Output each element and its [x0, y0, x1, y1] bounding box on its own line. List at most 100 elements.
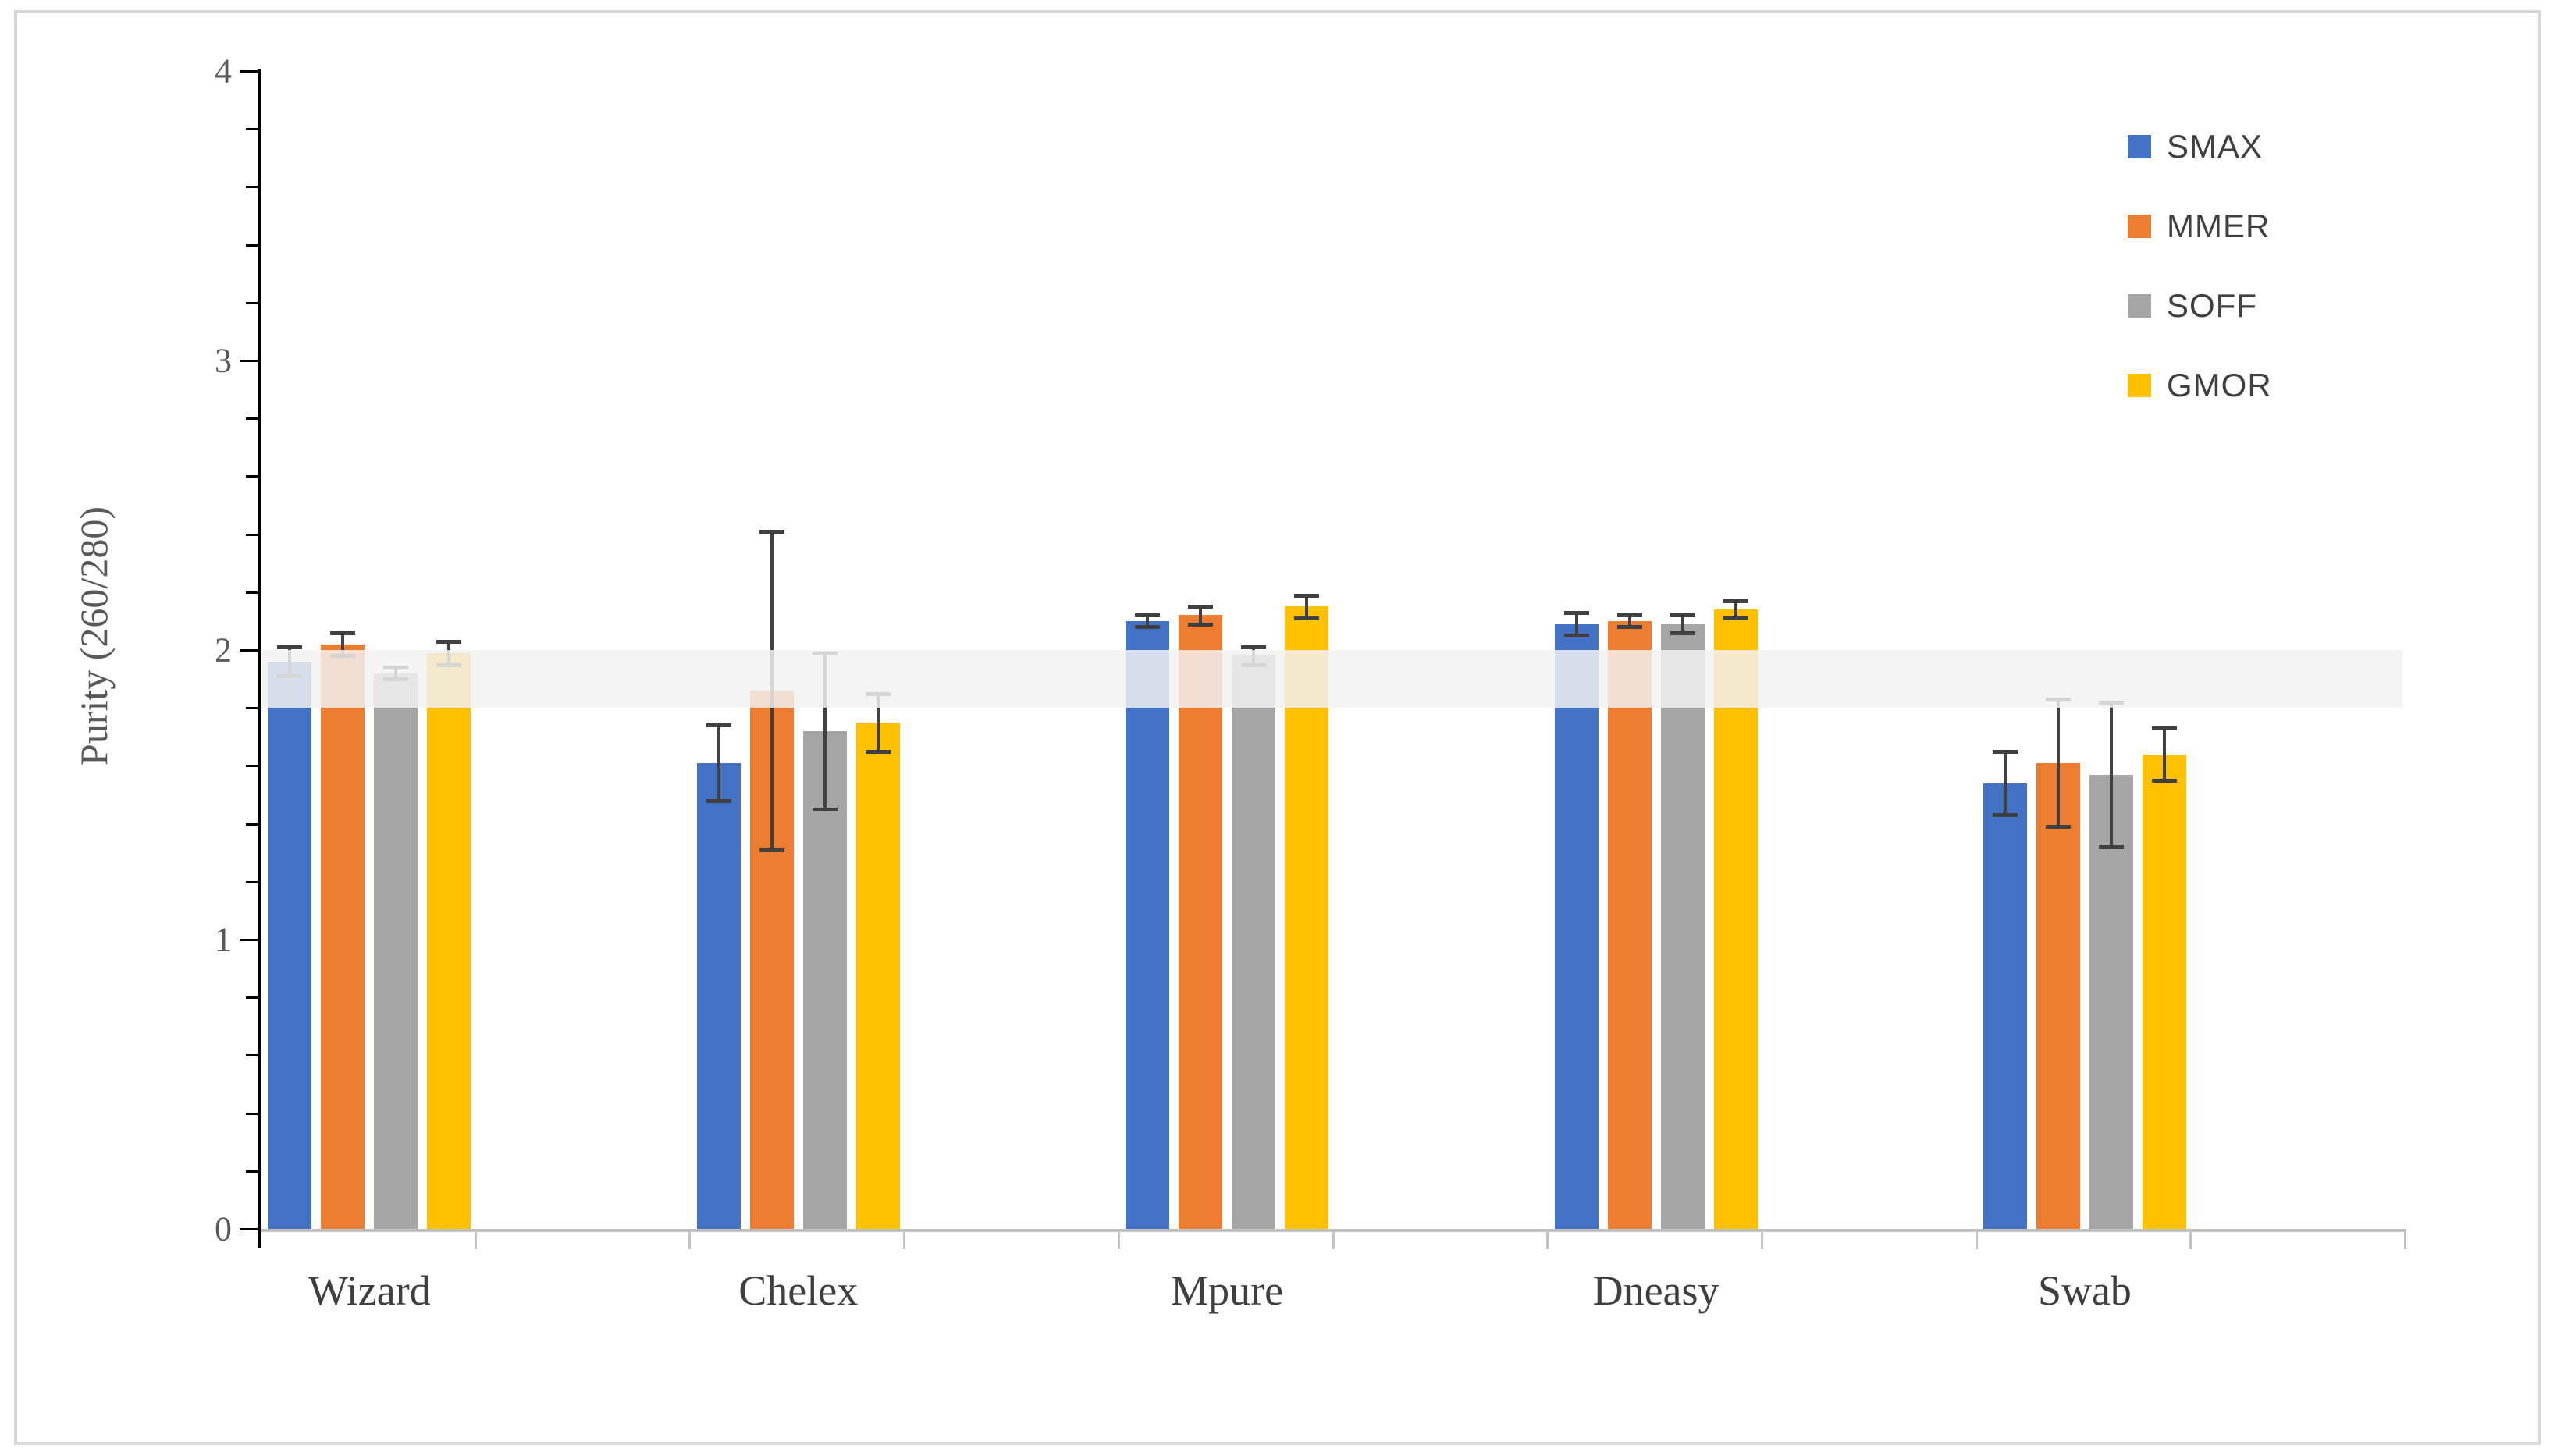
legend-swatch-soff: [2128, 294, 2151, 318]
y-major-tick: [240, 1228, 258, 1230]
error-bar-cap-top: [1294, 593, 1320, 598]
y-minor-tick: [246, 591, 258, 594]
bar-smax-chelex: [696, 762, 741, 1229]
y-minor-tick: [246, 880, 258, 883]
y-major-tick: [240, 649, 258, 652]
error-bar-cap-top: [277, 645, 303, 650]
legend-swatch-smax: [2128, 135, 2151, 158]
y-minor-tick: [246, 186, 258, 189]
y-major-tick: [240, 70, 258, 73]
y-tick-label: 0: [215, 1209, 232, 1248]
error-bar-cap-bottom: [1294, 616, 1320, 621]
bar-soff-swab: [2089, 774, 2133, 1229]
x-axis-tick: [474, 1229, 477, 1249]
error-bar-cap-bottom: [1723, 616, 1748, 621]
error-bar-cap-bottom: [865, 749, 891, 754]
category-label: Swab: [2037, 1267, 2132, 1314]
error-bar-cap-top: [1241, 645, 1267, 650]
y-tick-label: 1: [215, 920, 232, 959]
legend-item-soff: SOFF: [2128, 287, 2257, 325]
legend-label: MMER: [2167, 208, 2271, 244]
y-tick-label: 4: [215, 51, 232, 91]
y-minor-tick: [246, 822, 258, 826]
error-bar-line: [2003, 751, 2007, 815]
bar-smax-wizard: [268, 661, 312, 1229]
error-bar-cap-bottom: [2045, 825, 2071, 829]
error-bar-cap-bottom: [2151, 778, 2177, 783]
y-major-tick: [240, 939, 258, 941]
legend-label: SOFF: [2167, 287, 2257, 324]
bar-smax-mpure: [1126, 620, 1170, 1229]
category-label: Wizard: [308, 1267, 431, 1314]
y-minor-tick: [246, 1112, 258, 1115]
error-bar-line: [341, 632, 345, 656]
bar-gmor-swab: [2142, 754, 2186, 1229]
bar-mmer-swab: [2036, 762, 2080, 1229]
bar-mmer-wizard: [321, 644, 365, 1229]
category-label: Mpure: [1171, 1267, 1284, 1314]
error-bar-line: [1305, 595, 1309, 619]
error-bar-line: [2109, 701, 2113, 847]
bar-gmor-dneasy: [1713, 609, 1758, 1229]
bar-gmor-chelex: [855, 722, 900, 1229]
error-bar-line: [823, 652, 827, 810]
error-bar-line: [1734, 600, 1737, 619]
x-axis-tick: [2404, 1229, 2406, 1249]
error-bar-line: [717, 725, 720, 801]
x-axis-tick: [2189, 1229, 2192, 1249]
error-bar-cap-top: [1563, 610, 1589, 615]
bar-mmer-dneasy: [1607, 620, 1652, 1229]
bar-gmor-wizard: [427, 652, 471, 1229]
error-bar-cap-top: [330, 630, 356, 635]
error-bar-line: [1574, 612, 1578, 636]
error-bar-line: [1680, 615, 1684, 633]
error-bar-line: [1627, 615, 1631, 627]
error-bar-cap-top: [2151, 726, 2177, 731]
legend-swatch-mmer: [2128, 215, 2151, 238]
x-axis-tick: [1117, 1229, 1120, 1249]
error-bar-cap-top: [1616, 613, 1642, 618]
error-bar-line: [1199, 606, 1203, 624]
error-bar-cap-top: [1670, 613, 1695, 618]
error-bar-cap-top: [1188, 605, 1214, 609]
bar-smax-swab: [1983, 783, 2027, 1229]
legend-item-smax: SMAX: [2128, 128, 2263, 165]
x-axis-tick: [688, 1229, 692, 1249]
error-bar-cap-bottom: [1563, 634, 1589, 638]
y-minor-tick: [246, 1054, 258, 1057]
y-minor-tick: [246, 765, 258, 768]
x-axis-tick: [1546, 1229, 1549, 1249]
y-minor-tick: [246, 417, 258, 421]
y-axis-line: [258, 69, 261, 1248]
legend-label: SMAX: [2167, 128, 2264, 165]
y-minor-tick: [246, 475, 258, 478]
error-bar-cap-top: [1135, 613, 1161, 618]
category-label: Chelex: [738, 1267, 859, 1314]
y-minor-tick: [246, 996, 258, 1000]
y-minor-tick: [246, 707, 258, 710]
error-bar-line: [2056, 699, 2060, 827]
error-bar-cap-bottom: [759, 847, 784, 852]
y-tick-label: 2: [215, 630, 232, 669]
error-bar-cap-bottom: [812, 808, 838, 812]
error-bar-cap-bottom: [1992, 813, 2018, 818]
error-bar-cap-top: [1992, 749, 2018, 754]
y-minor-tick: [246, 1170, 258, 1173]
reference-band: [262, 650, 2402, 708]
error-bar-cap-bottom: [1188, 622, 1214, 627]
error-bar-cap-top: [436, 639, 462, 644]
error-bar-line: [876, 693, 880, 751]
bar-smax-dneasy: [1554, 623, 1599, 1229]
bar-mmer-mpure: [1179, 615, 1223, 1229]
bar-gmor-mpure: [1285, 606, 1329, 1229]
bar-soff-wizard: [374, 673, 418, 1229]
legend-label: GMOR: [2167, 367, 2272, 403]
error-bar-cap-bottom: [1135, 625, 1161, 630]
legend-item-mmer: MMER: [2128, 208, 2270, 245]
x-axis-tick: [903, 1229, 906, 1249]
y-minor-tick: [246, 128, 258, 131]
error-bar-cap-bottom: [706, 798, 731, 803]
error-bar-cap-bottom: [2098, 845, 2124, 850]
